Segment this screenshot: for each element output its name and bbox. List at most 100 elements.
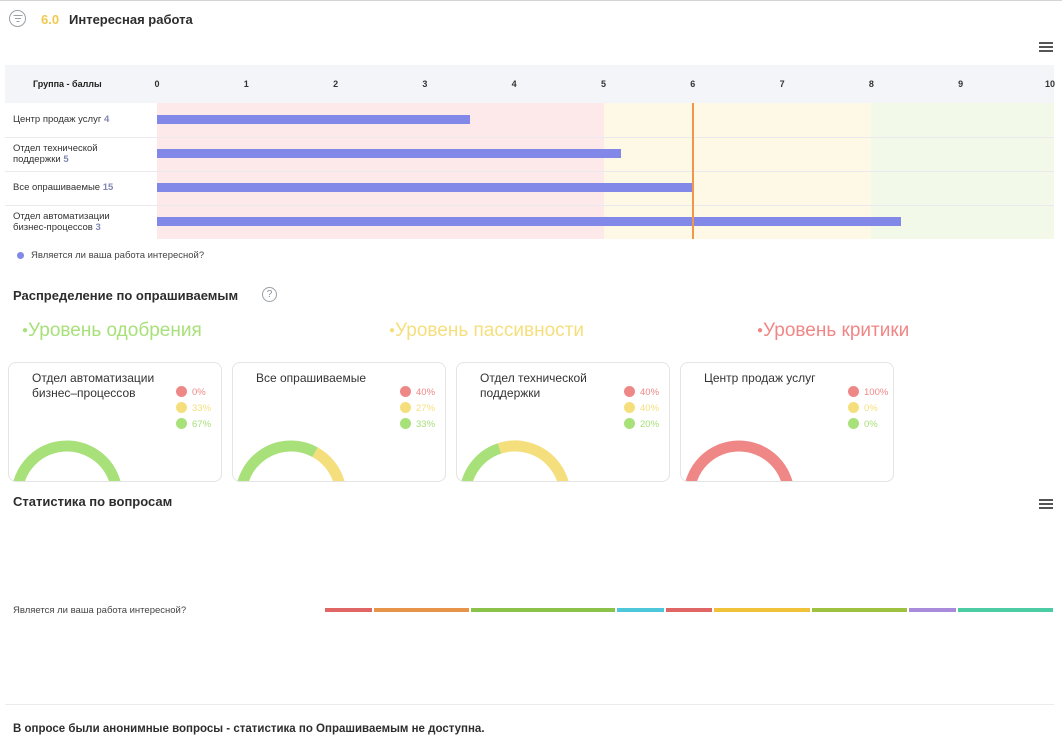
answer-segment[interactable] bbox=[811, 608, 907, 612]
pct-passive: 27% bbox=[400, 402, 435, 414]
pct-dot bbox=[848, 402, 859, 413]
row-divider bbox=[5, 205, 1054, 206]
distribution-title: Распределение по опрашиваемым bbox=[13, 288, 239, 303]
row-label: Центр продаж услуг 4 bbox=[13, 114, 153, 125]
pct-critic: 100% bbox=[848, 386, 888, 398]
distribution-card[interactable]: Центр продаж услуг 100% 0% 0% bbox=[680, 362, 894, 482]
page-title: Интересная работа bbox=[69, 12, 193, 27]
pct-approval: 33% bbox=[400, 418, 435, 430]
chart-header-row bbox=[5, 65, 1054, 103]
pct-dot bbox=[400, 386, 411, 397]
x-tick-label: 9 bbox=[958, 79, 964, 89]
filter-icon[interactable] bbox=[9, 10, 26, 27]
answer-segment[interactable] bbox=[325, 608, 372, 612]
card-title: Отдел технической поддержки bbox=[480, 371, 587, 400]
pct-value: 0% bbox=[864, 419, 878, 430]
score-value: 6.0 bbox=[41, 12, 60, 27]
answer-segment[interactable] bbox=[617, 608, 664, 612]
row-count: 5 bbox=[63, 154, 69, 165]
pct-dot bbox=[400, 402, 411, 413]
row-count: 15 bbox=[102, 182, 114, 193]
score-bar[interactable] bbox=[157, 217, 901, 226]
answer-segment[interactable] bbox=[714, 608, 810, 612]
donut-chart bbox=[461, 440, 569, 481]
donut-passive-arc bbox=[312, 447, 345, 481]
pct-dot bbox=[848, 386, 859, 397]
stats-title: Статистика по вопросам bbox=[13, 494, 173, 509]
level-label: ●Уровень пассивности bbox=[389, 320, 584, 342]
answer-segment[interactable] bbox=[665, 608, 713, 612]
row-divider bbox=[5, 171, 1054, 172]
pct-dot bbox=[176, 386, 187, 397]
x-tick-label: 7 bbox=[779, 79, 785, 89]
donut-approval-arc bbox=[13, 440, 121, 481]
card-title: Все опрашиваемые bbox=[256, 371, 366, 385]
pct-critic: 40% bbox=[400, 386, 435, 398]
chart-menu-icon[interactable] bbox=[1039, 42, 1053, 53]
stats-menu-icon[interactable] bbox=[1039, 499, 1053, 510]
anonymous-note: В опросе были анонимные вопросы - статис… bbox=[13, 723, 485, 735]
row-label-name: Отдел автоматизации бизнес-процессов bbox=[13, 211, 110, 233]
pct-value: 40% bbox=[416, 387, 436, 398]
pct-dot bbox=[848, 418, 859, 429]
row-count: 4 bbox=[103, 114, 110, 125]
legend-marker bbox=[17, 252, 24, 259]
pct-dot bbox=[400, 418, 411, 429]
pct-dot bbox=[624, 402, 635, 413]
pct-approval: 67% bbox=[176, 418, 211, 430]
answer-segment[interactable] bbox=[471, 608, 615, 612]
row-label: Отдел технической поддержки 5 bbox=[13, 143, 133, 165]
level-label: ●Уровень критики bbox=[757, 320, 909, 342]
answer-segment[interactable] bbox=[957, 608, 1053, 612]
distribution-card[interactable]: Отдел автоматизации бизнес–процессов 0% 33… bbox=[8, 362, 222, 482]
donut-passive-arc bbox=[497, 440, 569, 481]
pct-approval: 0% bbox=[848, 418, 878, 430]
donut-chart bbox=[237, 440, 345, 481]
level-text: Уровень пассивности bbox=[395, 320, 584, 341]
level-dot: ● bbox=[22, 325, 29, 336]
help-icon[interactable]: ? bbox=[262, 287, 277, 302]
donut-critic-arc bbox=[685, 440, 793, 481]
score-bar[interactable] bbox=[157, 115, 470, 124]
target-line bbox=[691, 103, 694, 239]
pct-dot bbox=[176, 418, 187, 429]
pct-value: 20% bbox=[640, 419, 660, 430]
pct-value: 40% bbox=[640, 403, 660, 414]
level-dot: ● bbox=[757, 325, 764, 336]
row-label-name: Все опрашиваемые bbox=[13, 182, 101, 193]
card-title: Центр продаж услуг bbox=[704, 371, 816, 385]
row-label-name: Центр продаж услуг bbox=[13, 114, 102, 125]
x-tick-label: 4 bbox=[511, 79, 517, 89]
pct-critic: 0% bbox=[176, 386, 206, 398]
row-divider bbox=[5, 137, 1054, 138]
answer-segment[interactable] bbox=[909, 608, 956, 612]
group-score-header: Группа - баллы bbox=[33, 79, 102, 89]
x-tick-label: 8 bbox=[868, 79, 874, 89]
donut-approval-arc bbox=[461, 443, 502, 481]
row-count: 3 bbox=[95, 222, 101, 233]
donut-chart bbox=[685, 440, 793, 481]
pct-value: 0% bbox=[192, 387, 206, 398]
answer-segment[interactable] bbox=[373, 608, 469, 612]
pct-value: 100% bbox=[864, 387, 889, 398]
pct-value: 33% bbox=[192, 403, 212, 414]
x-tick-label: 2 bbox=[333, 79, 339, 89]
pct-passive: 0% bbox=[848, 402, 878, 414]
donut-chart bbox=[13, 440, 121, 481]
score-bar[interactable] bbox=[157, 149, 622, 158]
pct-approval: 20% bbox=[624, 418, 659, 430]
x-tick-label: 1 bbox=[243, 79, 249, 89]
card-title: Отдел автоматизации бизнес–процессов bbox=[32, 371, 155, 400]
pct-value: 40% bbox=[640, 387, 660, 398]
score-bar[interactable] bbox=[157, 183, 693, 192]
pct-dot bbox=[624, 418, 635, 429]
level-dot: ● bbox=[389, 325, 396, 336]
x-tick-label: 5 bbox=[600, 79, 607, 89]
distribution-card[interactable]: Отдел технической поддержки 40% 40% 20% bbox=[456, 362, 670, 482]
pct-dot bbox=[176, 402, 187, 413]
donut-approval-arc bbox=[237, 440, 318, 481]
distribution-card[interactable]: Все опрашиваемые 40% 27% 33% bbox=[232, 362, 446, 482]
pct-value: 0% bbox=[864, 403, 878, 414]
level-text: Уровень одобрения bbox=[28, 320, 202, 341]
top-divider bbox=[0, 0, 1062, 1]
